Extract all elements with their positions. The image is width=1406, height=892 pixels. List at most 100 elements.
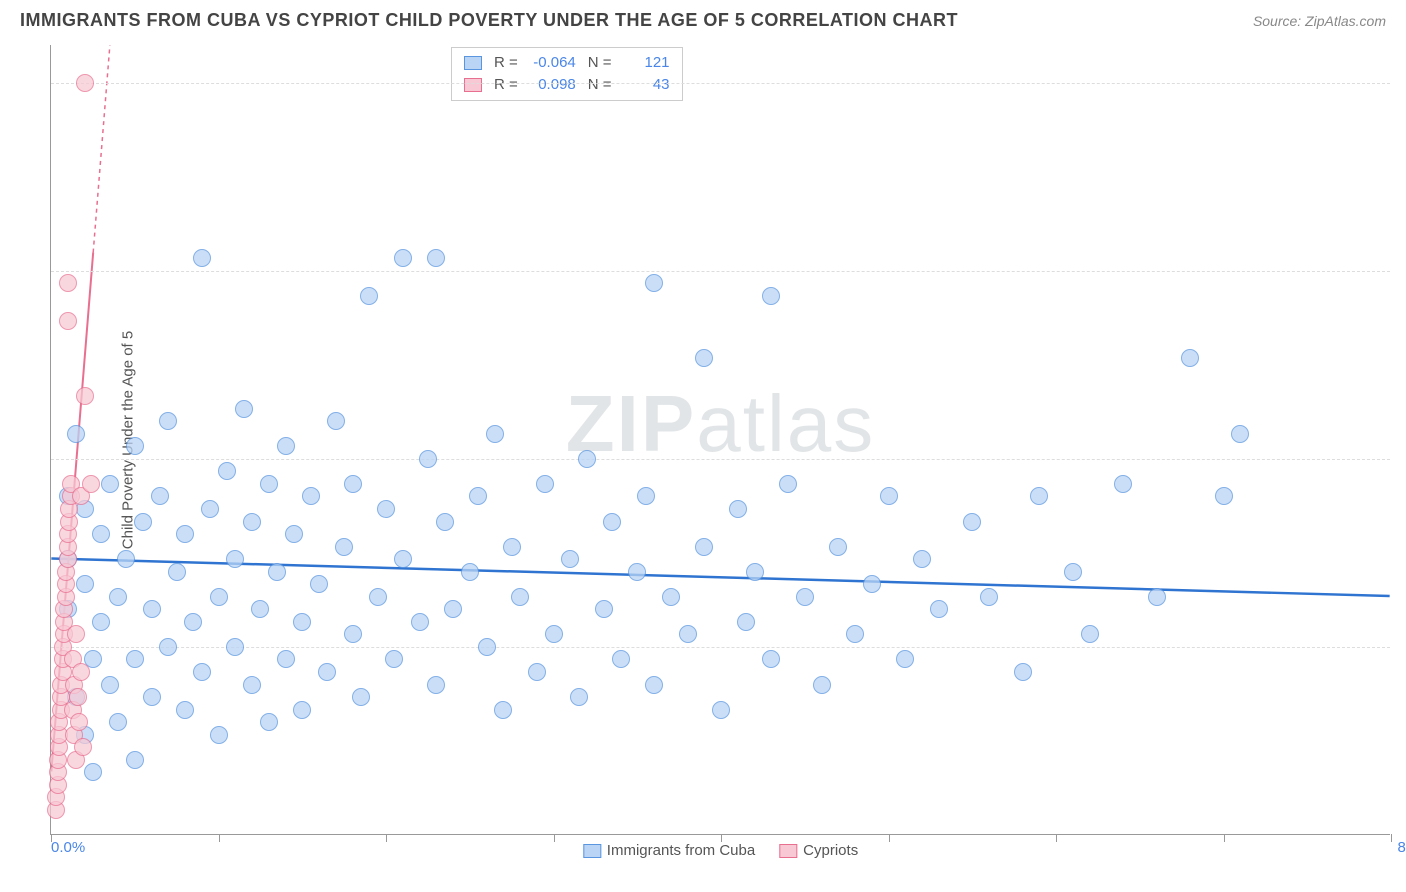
data-point-cuba (126, 437, 144, 455)
legend-swatch-icon (779, 844, 797, 858)
data-point-cuba (235, 400, 253, 418)
data-point-cuba (737, 613, 755, 631)
data-point-cuba (293, 613, 311, 631)
data-point-cuba (369, 588, 387, 606)
data-point-cuba (352, 688, 370, 706)
data-point-cuba (896, 650, 914, 668)
data-point-cuba (762, 287, 780, 305)
data-point-cuba (561, 550, 579, 568)
legend-item-cuba: Immigrants from Cuba (583, 842, 755, 859)
r-value-cuba: -0.064 (526, 52, 576, 74)
data-point-cuba (930, 600, 948, 618)
chart-title: IMMIGRANTS FROM CUBA VS CYPRIOT CHILD PO… (20, 10, 958, 31)
data-point-cuba (545, 625, 563, 643)
data-point-cuba (963, 513, 981, 531)
data-point-cuba (318, 663, 336, 681)
data-point-cuba (411, 613, 429, 631)
r-label: R = (494, 74, 518, 96)
data-point-cuba (134, 513, 152, 531)
data-point-cuba (117, 550, 135, 568)
data-point-cuba (226, 550, 244, 568)
data-point-cuba (427, 249, 445, 267)
data-point-cuba (176, 701, 194, 719)
data-point-cuba (310, 575, 328, 593)
data-point-cuba (595, 600, 613, 618)
source-prefix: Source: (1253, 13, 1305, 29)
x-tick (51, 834, 52, 842)
data-point-cuba (469, 487, 487, 505)
data-point-cuba (695, 349, 713, 367)
data-point-cuba (578, 450, 596, 468)
data-point-cuba (846, 625, 864, 643)
data-point-cuba (880, 487, 898, 505)
data-point-cuba (570, 688, 588, 706)
data-point-cuba (285, 525, 303, 543)
data-point-cuba (829, 538, 847, 556)
data-point-cuba (151, 487, 169, 505)
data-point-cuba (193, 249, 211, 267)
y-tick-label: 30.0% (1395, 450, 1406, 467)
x-tick (1056, 834, 1057, 842)
data-point-cuba (176, 525, 194, 543)
data-point-cuba (126, 650, 144, 668)
legend-swatch-cypriots (464, 78, 482, 92)
data-point-cuba (637, 487, 655, 505)
data-point-cuba (251, 600, 269, 618)
data-point-cuba (1014, 663, 1032, 681)
data-point-cuba (184, 613, 202, 631)
data-point-cypriots (69, 688, 87, 706)
watermark: ZIPatlas (566, 378, 875, 470)
legend-row-cypriots: R = 0.098 N = 43 (464, 74, 670, 96)
data-point-cuba (1030, 487, 1048, 505)
data-point-cuba (1114, 475, 1132, 493)
data-point-cuba (679, 625, 697, 643)
data-point-cuba (762, 650, 780, 668)
data-point-cuba (109, 713, 127, 731)
legend-swatch-icon (583, 844, 601, 858)
data-point-cuba (76, 575, 94, 593)
data-point-cuba (478, 638, 496, 656)
data-point-cuba (394, 249, 412, 267)
n-value-cypriots: 43 (620, 74, 670, 96)
data-point-cuba (344, 625, 362, 643)
data-point-cuba (126, 751, 144, 769)
n-label: N = (588, 52, 612, 74)
data-point-cypriots (70, 713, 88, 731)
gridline-h (51, 83, 1390, 84)
data-point-cuba (427, 676, 445, 694)
data-point-cypriots (74, 738, 92, 756)
data-point-cuba (277, 650, 295, 668)
data-point-cuba (143, 600, 161, 618)
data-point-cuba (813, 676, 831, 694)
data-point-cuba (863, 575, 881, 593)
data-point-cuba (1064, 563, 1082, 581)
x-tick (1224, 834, 1225, 842)
data-point-cuba (92, 525, 110, 543)
gridline-h (51, 647, 1390, 648)
data-point-cuba (101, 475, 119, 493)
data-point-cuba (436, 513, 454, 531)
data-point-cuba (486, 425, 504, 443)
x-tick (721, 834, 722, 842)
data-point-cuba (109, 588, 127, 606)
data-point-cuba (1181, 349, 1199, 367)
data-point-cuba (603, 513, 621, 531)
data-point-cuba (302, 487, 320, 505)
watermark-light: atlas (696, 379, 875, 468)
data-point-cuba (260, 713, 278, 731)
source-attribution: Source: ZipAtlas.com (1253, 13, 1386, 29)
data-point-cuba (335, 538, 353, 556)
data-point-cuba (494, 701, 512, 719)
data-point-cypriots (76, 387, 94, 405)
data-point-cuba (293, 701, 311, 719)
legend-row-cuba: R = -0.064 N = 121 (464, 52, 670, 74)
data-point-cypriots (82, 475, 100, 493)
data-point-cuba (210, 726, 228, 744)
y-tick-label: 60.0% (1395, 74, 1406, 91)
data-point-cuba (243, 513, 261, 531)
gridline-h (51, 271, 1390, 272)
data-point-cuba (528, 663, 546, 681)
data-point-cuba (444, 600, 462, 618)
data-point-cuba (1081, 625, 1099, 643)
data-point-cuba (143, 688, 161, 706)
